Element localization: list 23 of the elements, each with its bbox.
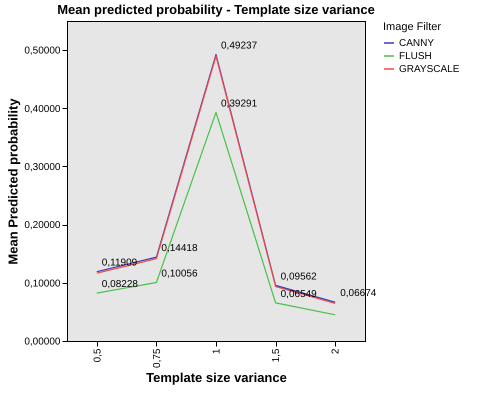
x-tick-label: 1 — [212, 348, 222, 354]
annotation: 0,49237 — [221, 40, 258, 52]
y-tick-label: 0,30000 — [24, 162, 61, 173]
x-tick-label: 0,5 — [92, 348, 104, 362]
x-tick-label: 0,75 — [152, 348, 163, 368]
line-series — [96, 112, 336, 316]
legend-label: GRAYSCALE — [399, 64, 460, 75]
y-tick-label: 0,40000 — [24, 104, 61, 115]
y-tick-label: 0,00000 — [24, 336, 61, 348]
legend-label: CANNY — [399, 38, 434, 49]
chart-title: Mean predicted probability - Template size variance — [57, 2, 375, 17]
y-tick-label: 0,20000 — [24, 220, 61, 232]
y-tick-label: 0,10000 — [24, 278, 61, 290]
legend-label: FLUSH — [399, 51, 432, 62]
x-axis-title: Template size variance — [146, 370, 287, 385]
y-tick-label: 0,50000 — [24, 46, 61, 57]
annotation: 0,08228 — [102, 279, 138, 290]
legend-title: Image Filter — [383, 21, 442, 33]
annotation: 0,10056 — [161, 268, 198, 280]
x-tick-label: 2 — [330, 348, 342, 354]
x-tick-label: 1,5 — [271, 348, 282, 362]
annotation: 0,09562 — [280, 271, 318, 282]
y-axis-title: Mean Predicted probability — [5, 98, 20, 265]
